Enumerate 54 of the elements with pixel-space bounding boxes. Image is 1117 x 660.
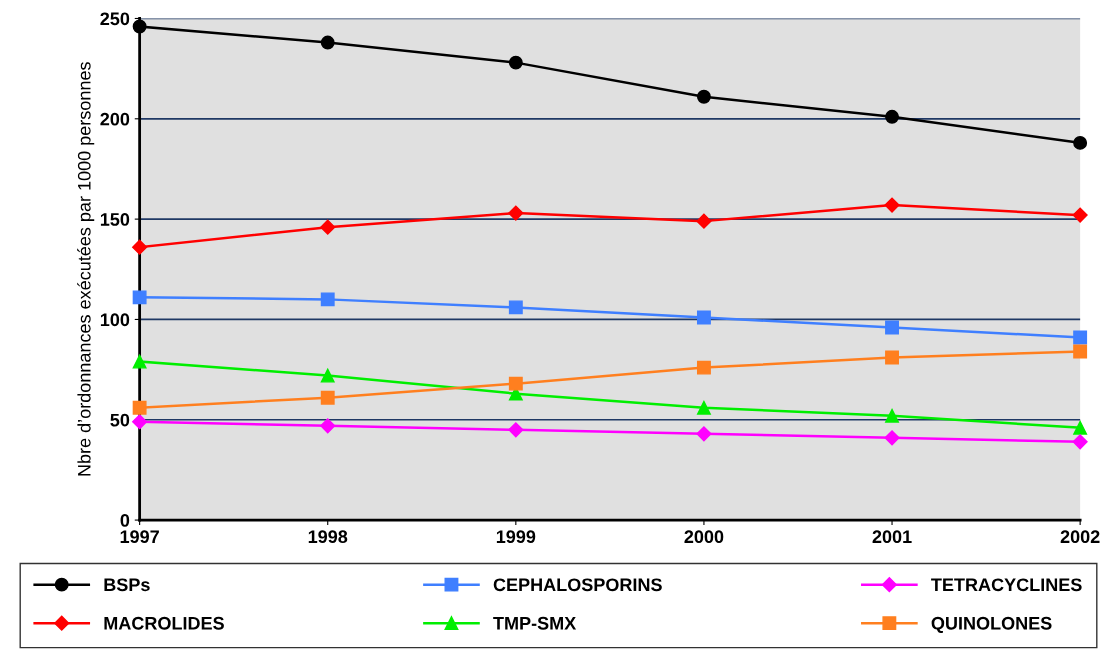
point [508,376,523,391]
x-tick-label: 1998 [308,530,348,544]
point [132,239,148,255]
point [1073,420,1088,435]
point [885,320,899,335]
y-tick-label: 250 [100,12,130,26]
point [508,55,523,70]
y-tick-label: 200 [100,112,130,126]
point [885,408,899,423]
point [1072,434,1088,450]
point [320,368,335,383]
point [696,213,712,229]
point [696,310,711,325]
point [884,430,900,446]
point [1072,207,1088,223]
point [508,205,524,221]
y-axis-title: Nbre d’ordonnances exécutées par 1000 personnes [77,62,95,476]
legend-label: BSPs [104,578,150,592]
point [696,360,711,375]
x-tick-label: 2002 [1060,530,1100,544]
x-tick-label: 2001 [872,530,912,544]
point [696,89,711,104]
y-tick-label: 0 [120,514,130,527]
legend-label: QUINOLONES [931,616,1052,634]
legend-label: CEPHALOSPORINS [493,578,662,592]
point [320,390,335,405]
y-tick-label: 50 [110,413,130,427]
point [320,292,335,307]
point [1073,344,1088,359]
point [132,400,147,415]
point [508,422,524,438]
point [1073,135,1088,150]
point [696,426,712,442]
point [885,350,899,365]
point [1073,330,1088,345]
y-tick-label: 150 [100,213,130,226]
legend-label: TMP-SMX [493,616,577,630]
point [508,300,523,315]
point [320,35,335,50]
y-tick-label: 100 [100,313,130,327]
x-tick-label: 1997 [120,530,159,544]
point [696,400,711,415]
point [132,354,147,369]
point [132,290,147,305]
point [132,414,148,430]
point [320,219,336,235]
point [885,109,899,124]
point [320,418,336,434]
legend-label: TETRACYCLINES [931,578,1082,592]
x-tick-label: 1999 [496,530,536,544]
point [132,19,147,34]
x-tick-label: 2000 [684,530,724,544]
point [884,197,900,213]
legend-label: MACROLIDES [104,616,224,630]
